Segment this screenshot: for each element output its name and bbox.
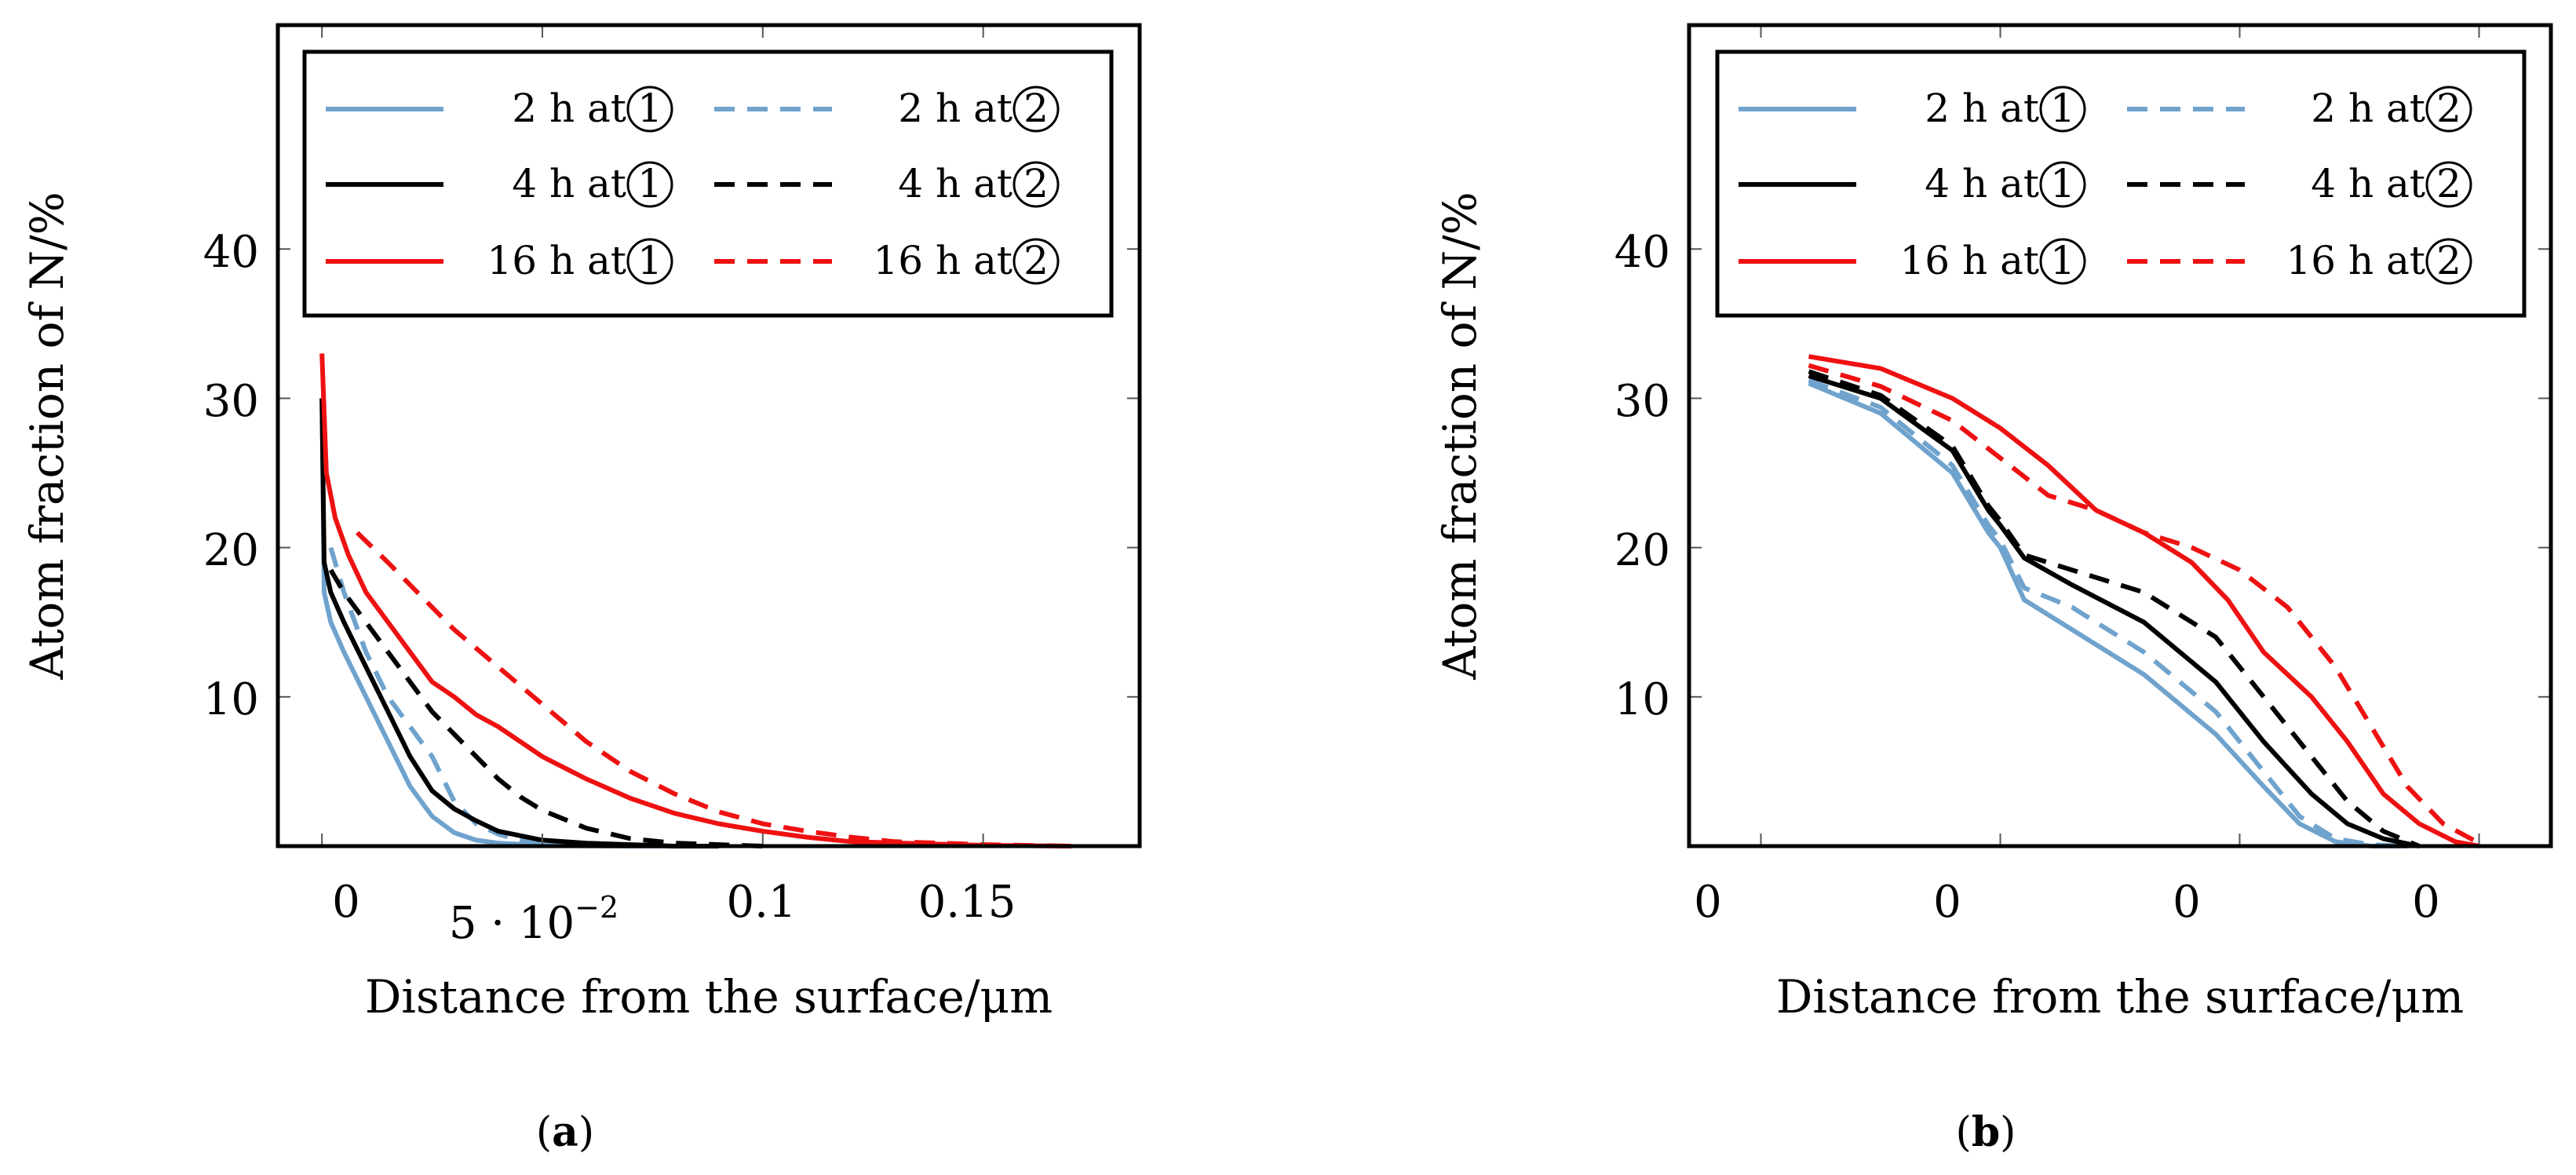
panel-b-series xyxy=(1808,354,2480,848)
legend-label: 4 h at xyxy=(2311,161,2425,206)
legend-entry: 2 h at 2 xyxy=(2127,86,2472,133)
legend-step-circle xyxy=(626,238,673,285)
legend-label: 16 h at xyxy=(873,238,1013,283)
legend-entry: 4 h at 2 xyxy=(2127,161,2472,208)
legend-step-circle xyxy=(2425,238,2472,285)
panel-a-xtick-label: 5 · 10−2 xyxy=(449,890,618,949)
legend-label: 4 h at xyxy=(898,161,1013,206)
panel-b: 40 30 20 10 0 0 0 0 Distance from the su… xyxy=(1433,23,2553,1156)
panel-a-y-axis-label: Atom fraction of N/% xyxy=(20,192,74,681)
panel-a-xtick-label: 0.15 xyxy=(918,877,1016,928)
panel-b-caption: (b) xyxy=(1956,1108,2016,1156)
panel-b-ytick-label: 20 xyxy=(1615,525,1670,576)
panel-b-ytick-label: 30 xyxy=(1615,376,1670,427)
legend-entry: 4 h at 2 xyxy=(714,161,1060,208)
legend-step-number: 2 xyxy=(2436,238,2461,283)
legend-step-circle xyxy=(1013,161,1060,208)
panel-b-ticks xyxy=(1689,25,2551,846)
legend-step-circle xyxy=(2039,161,2086,208)
legend-step-circle xyxy=(1013,86,1060,133)
panel-b-xtick-label: 0 xyxy=(1933,877,1961,928)
legend-step-number: 2 xyxy=(2436,86,2461,131)
panel-a-legend: 2 h at 1 2 h at 2 4 h at 1 4 h at 2 xyxy=(302,49,1114,318)
legend-step-circle xyxy=(1013,238,1060,285)
panel-a-xtick-label: 0 xyxy=(332,877,360,928)
panel-a: 40 30 20 10 0 5 · 10−2 0.1 0.15 Distance… xyxy=(20,23,1142,1156)
legend-step-circle xyxy=(2425,86,2472,133)
panel-a-ticks xyxy=(278,25,1140,846)
panel-a-xtick-mantissa: 5 · 10 xyxy=(449,898,575,949)
series-line xyxy=(1808,381,2407,848)
legend-entry: 4 h at 1 xyxy=(326,161,673,208)
legend-entry: 16 h at 1 xyxy=(1739,238,2086,285)
legend-step-number: 2 xyxy=(1023,161,1049,206)
panel-b-xtick-label: 0 xyxy=(2173,877,2201,928)
panel-a-ytick-label: 10 xyxy=(203,674,259,725)
legend-step-number: 2 xyxy=(1023,238,1049,283)
panel-a-ytick-label: 20 xyxy=(203,525,259,576)
panel-a-xtick-label: 0.1 xyxy=(726,877,796,928)
legend-step-number: 1 xyxy=(2050,238,2075,283)
legend-step-number: 2 xyxy=(2436,161,2461,206)
series-line xyxy=(319,353,1071,848)
series-line xyxy=(1808,363,2480,845)
legend-step-circle xyxy=(2039,86,2086,133)
legend-label: 16 h at xyxy=(2286,238,2425,283)
panel-b-legend: 2 h at 1 2 h at 2 4 h at 1 4 h at 2 xyxy=(1715,49,2527,318)
legend-label: 4 h at xyxy=(512,161,626,206)
legend-entry: 2 h at 1 xyxy=(1739,86,2086,133)
legend-entry: 16 h at 2 xyxy=(2127,238,2472,285)
series-line xyxy=(1808,354,2480,848)
panel-b-ytick-label: 40 xyxy=(1615,227,1670,278)
panel-b-xtick-label: 0 xyxy=(1694,877,1722,928)
series-line xyxy=(328,568,763,848)
legend-step-circle xyxy=(626,86,673,133)
legend-label: 16 h at xyxy=(487,238,626,283)
legend-label: 16 h at xyxy=(1899,238,2039,283)
legend-entry: 4 h at 1 xyxy=(1739,161,2086,208)
panel-a-xtick-exponent: −2 xyxy=(575,890,618,925)
series-line xyxy=(319,398,719,848)
panel-b-x-axis-label: Distance from the surface/μm xyxy=(1776,970,2464,1024)
legend-label: 2 h at xyxy=(512,86,626,131)
panel-a-caption: (a) xyxy=(536,1108,594,1156)
panel-a-plot-frame xyxy=(275,23,1142,848)
panel-a-ytick-label: 30 xyxy=(203,376,259,427)
series-line xyxy=(1808,369,2421,848)
panel-a-ytick-label: 40 xyxy=(203,227,259,278)
legend-step-number: 1 xyxy=(637,238,662,283)
legend-entry: 2 h at 2 xyxy=(714,86,1060,133)
legend-step-circle xyxy=(626,161,673,208)
legend-step-number: 1 xyxy=(637,86,662,131)
series-line xyxy=(1808,374,2420,848)
panel-b-y-axis-label: Atom fraction of N/% xyxy=(1433,192,1487,681)
legend-step-number: 1 xyxy=(2050,86,2075,131)
legend-entry: 16 h at 1 xyxy=(326,238,673,285)
series-line xyxy=(356,531,1071,848)
legend-step-number: 1 xyxy=(2050,161,2075,206)
legend-step-number: 1 xyxy=(637,161,662,206)
panel-a-series xyxy=(319,353,1071,848)
legend-label: 4 h at xyxy=(1925,161,2039,206)
legend-label: 2 h at xyxy=(1925,86,2039,131)
series-line xyxy=(1808,378,2408,848)
legend-label: 2 h at xyxy=(2311,86,2425,131)
panel-a-x-axis-label: Distance from the surface/μm xyxy=(365,970,1053,1024)
legend-entry: 16 h at 2 xyxy=(714,238,1060,285)
panel-b-plot-frame xyxy=(1687,23,2553,848)
panel-b-ytick-label: 10 xyxy=(1615,674,1670,725)
legend-entry: 2 h at 1 xyxy=(326,86,673,133)
legend-label: 2 h at xyxy=(898,86,1013,131)
panel-b-xtick-label: 0 xyxy=(2412,877,2440,928)
legend-step-circle xyxy=(2425,161,2472,208)
legend-step-circle xyxy=(2039,238,2086,285)
legend-step-number: 2 xyxy=(1023,86,1049,131)
